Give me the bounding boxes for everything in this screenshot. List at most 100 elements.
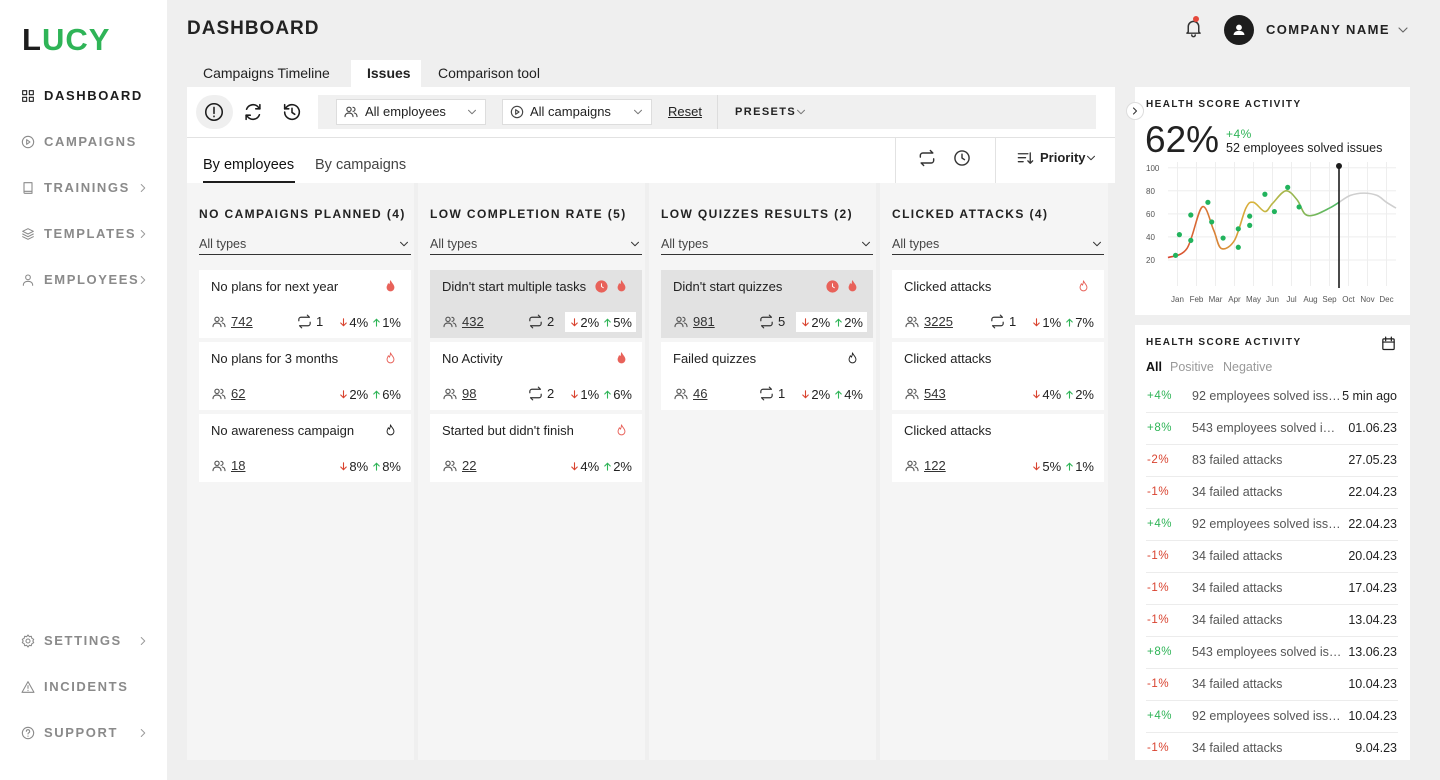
employee-select[interactable] xyxy=(336,99,486,125)
type-filter-chevron-part xyxy=(631,241,639,247)
people-icon-part xyxy=(443,322,453,328)
employee-select-label: All employees xyxy=(365,104,446,119)
nav-icon xyxy=(21,681,35,693)
repeat-icon-part xyxy=(760,386,773,401)
trend-arrow-part xyxy=(1066,318,1074,327)
activity-change: +8% xyxy=(1147,646,1173,658)
people-count[interactable]: 98 xyxy=(462,386,477,401)
repeat-filter-part xyxy=(919,149,935,167)
activity-filter[interactable]: All xyxy=(1146,360,1162,374)
tab[interactable]: Comparison tool xyxy=(438,65,540,81)
nav-icon-part xyxy=(22,233,34,238)
history-button[interactable] xyxy=(281,101,303,123)
score-point xyxy=(1285,184,1291,190)
collapse-button[interactable] xyxy=(1126,102,1144,120)
nav-item[interactable]: TEMPLATES xyxy=(44,226,137,241)
score-line xyxy=(1338,192,1397,209)
issue-card[interactable] xyxy=(892,270,1104,338)
people-count[interactable]: 22 xyxy=(462,458,477,473)
flame-icon-part xyxy=(617,424,626,436)
trend: 4% 1% xyxy=(334,312,405,332)
activity-filter[interactable]: Positive xyxy=(1170,360,1214,374)
trend-up: 6% xyxy=(382,386,401,402)
type-filter[interactable]: All types xyxy=(430,237,478,251)
card-title: No awareness campaign xyxy=(211,423,355,438)
repeat-filter[interactable] xyxy=(917,148,937,168)
trend-up: 5% xyxy=(613,314,632,330)
issue-card[interactable] xyxy=(430,414,642,482)
people-count[interactable]: 122 xyxy=(924,458,946,473)
type-filter[interactable]: All types xyxy=(892,237,940,251)
company-name[interactable]: COMPANY NAME xyxy=(1266,22,1390,37)
people-icon-part xyxy=(220,460,226,472)
tab[interactable]: Campaigns Timeline xyxy=(203,65,330,81)
activity-time: 13.04.23 xyxy=(1348,613,1397,627)
issue-card[interactable] xyxy=(199,414,411,482)
trend-arrow-part xyxy=(604,318,612,327)
presets-button[interactable]: PRESETS xyxy=(735,106,797,118)
trend: 2% 4% xyxy=(796,384,867,404)
nav-icon xyxy=(23,182,33,194)
people-icon-part xyxy=(445,388,451,395)
issue-card[interactable] xyxy=(661,342,873,410)
type-filter[interactable]: All types xyxy=(661,237,709,251)
nav-item[interactable]: CAMPAIGNS xyxy=(44,134,137,149)
subtab[interactable]: By employees xyxy=(203,157,295,173)
trend-up: 4% xyxy=(844,386,863,402)
issues-button[interactable] xyxy=(203,101,225,123)
tab[interactable]: Issues xyxy=(367,65,411,81)
people-icon-part xyxy=(682,316,688,328)
people-count[interactable]: 981 xyxy=(693,314,715,329)
sort-button[interactable]: Priority xyxy=(1040,150,1086,165)
issue-card[interactable] xyxy=(892,342,1104,410)
calendar-button[interactable] xyxy=(1380,335,1397,352)
type-filter-chevron xyxy=(400,241,408,247)
x-tick-label: Feb xyxy=(1190,295,1204,304)
people-count[interactable]: 543 xyxy=(924,386,946,401)
trend: 2% 2% xyxy=(796,312,867,332)
people-count[interactable]: 62 xyxy=(231,386,246,401)
trend-arrow xyxy=(340,389,348,398)
nav-chevron xyxy=(140,184,146,192)
nav-item[interactable]: INCIDENTS xyxy=(44,679,129,694)
type-filter-line xyxy=(892,254,1104,255)
people-count[interactable]: 742 xyxy=(231,314,253,329)
time-filter[interactable] xyxy=(952,148,972,168)
flame-icon-part xyxy=(848,280,857,292)
y-tick-label: 60 xyxy=(1146,210,1155,219)
notification-bell[interactable] xyxy=(1183,17,1204,38)
trend-arrow xyxy=(1033,389,1041,398)
sort-icon-part xyxy=(1017,152,1034,164)
people-count[interactable]: 18 xyxy=(231,458,246,473)
nav-item[interactable]: TRAININGS xyxy=(44,180,130,195)
nav-icon-part xyxy=(25,638,31,644)
people-count[interactable]: 432 xyxy=(462,314,484,329)
type-filter[interactable]: All types xyxy=(199,237,247,251)
people-icon-part xyxy=(220,316,226,328)
score-point xyxy=(1176,232,1182,238)
x-tick-label: Aug xyxy=(1303,295,1317,304)
trend-up: 6% xyxy=(613,386,632,402)
people-count[interactable]: 3225 xyxy=(924,314,953,329)
flame-icon-part xyxy=(617,280,626,292)
people-count[interactable]: 46 xyxy=(693,386,708,401)
issue-card[interactable] xyxy=(892,414,1104,482)
issue-card[interactable] xyxy=(199,342,411,410)
activity-filter[interactable]: Negative xyxy=(1223,360,1273,374)
nav-item[interactable]: SETTINGS xyxy=(44,633,122,648)
trend-arrow-part xyxy=(571,461,579,470)
refresh-button[interactable] xyxy=(242,101,264,123)
issue-card[interactable] xyxy=(430,342,642,410)
nav-item[interactable]: SUPPORT xyxy=(44,725,119,740)
issue-card[interactable] xyxy=(199,270,411,338)
subtab[interactable]: By campaigns xyxy=(315,157,407,173)
trend-arrow xyxy=(373,390,381,399)
nav-item[interactable]: EMPLOYEES xyxy=(44,272,140,287)
reset-button[interactable]: Reset xyxy=(668,104,702,119)
nav-item[interactable]: DASHBOARD xyxy=(44,88,143,103)
people-icon-part xyxy=(905,322,915,328)
activity-text: 34 failed attacks xyxy=(1192,613,1283,627)
type-filter-chevron-part xyxy=(400,241,408,247)
people-icon-part xyxy=(907,388,913,395)
campaign-select[interactable] xyxy=(502,99,652,125)
